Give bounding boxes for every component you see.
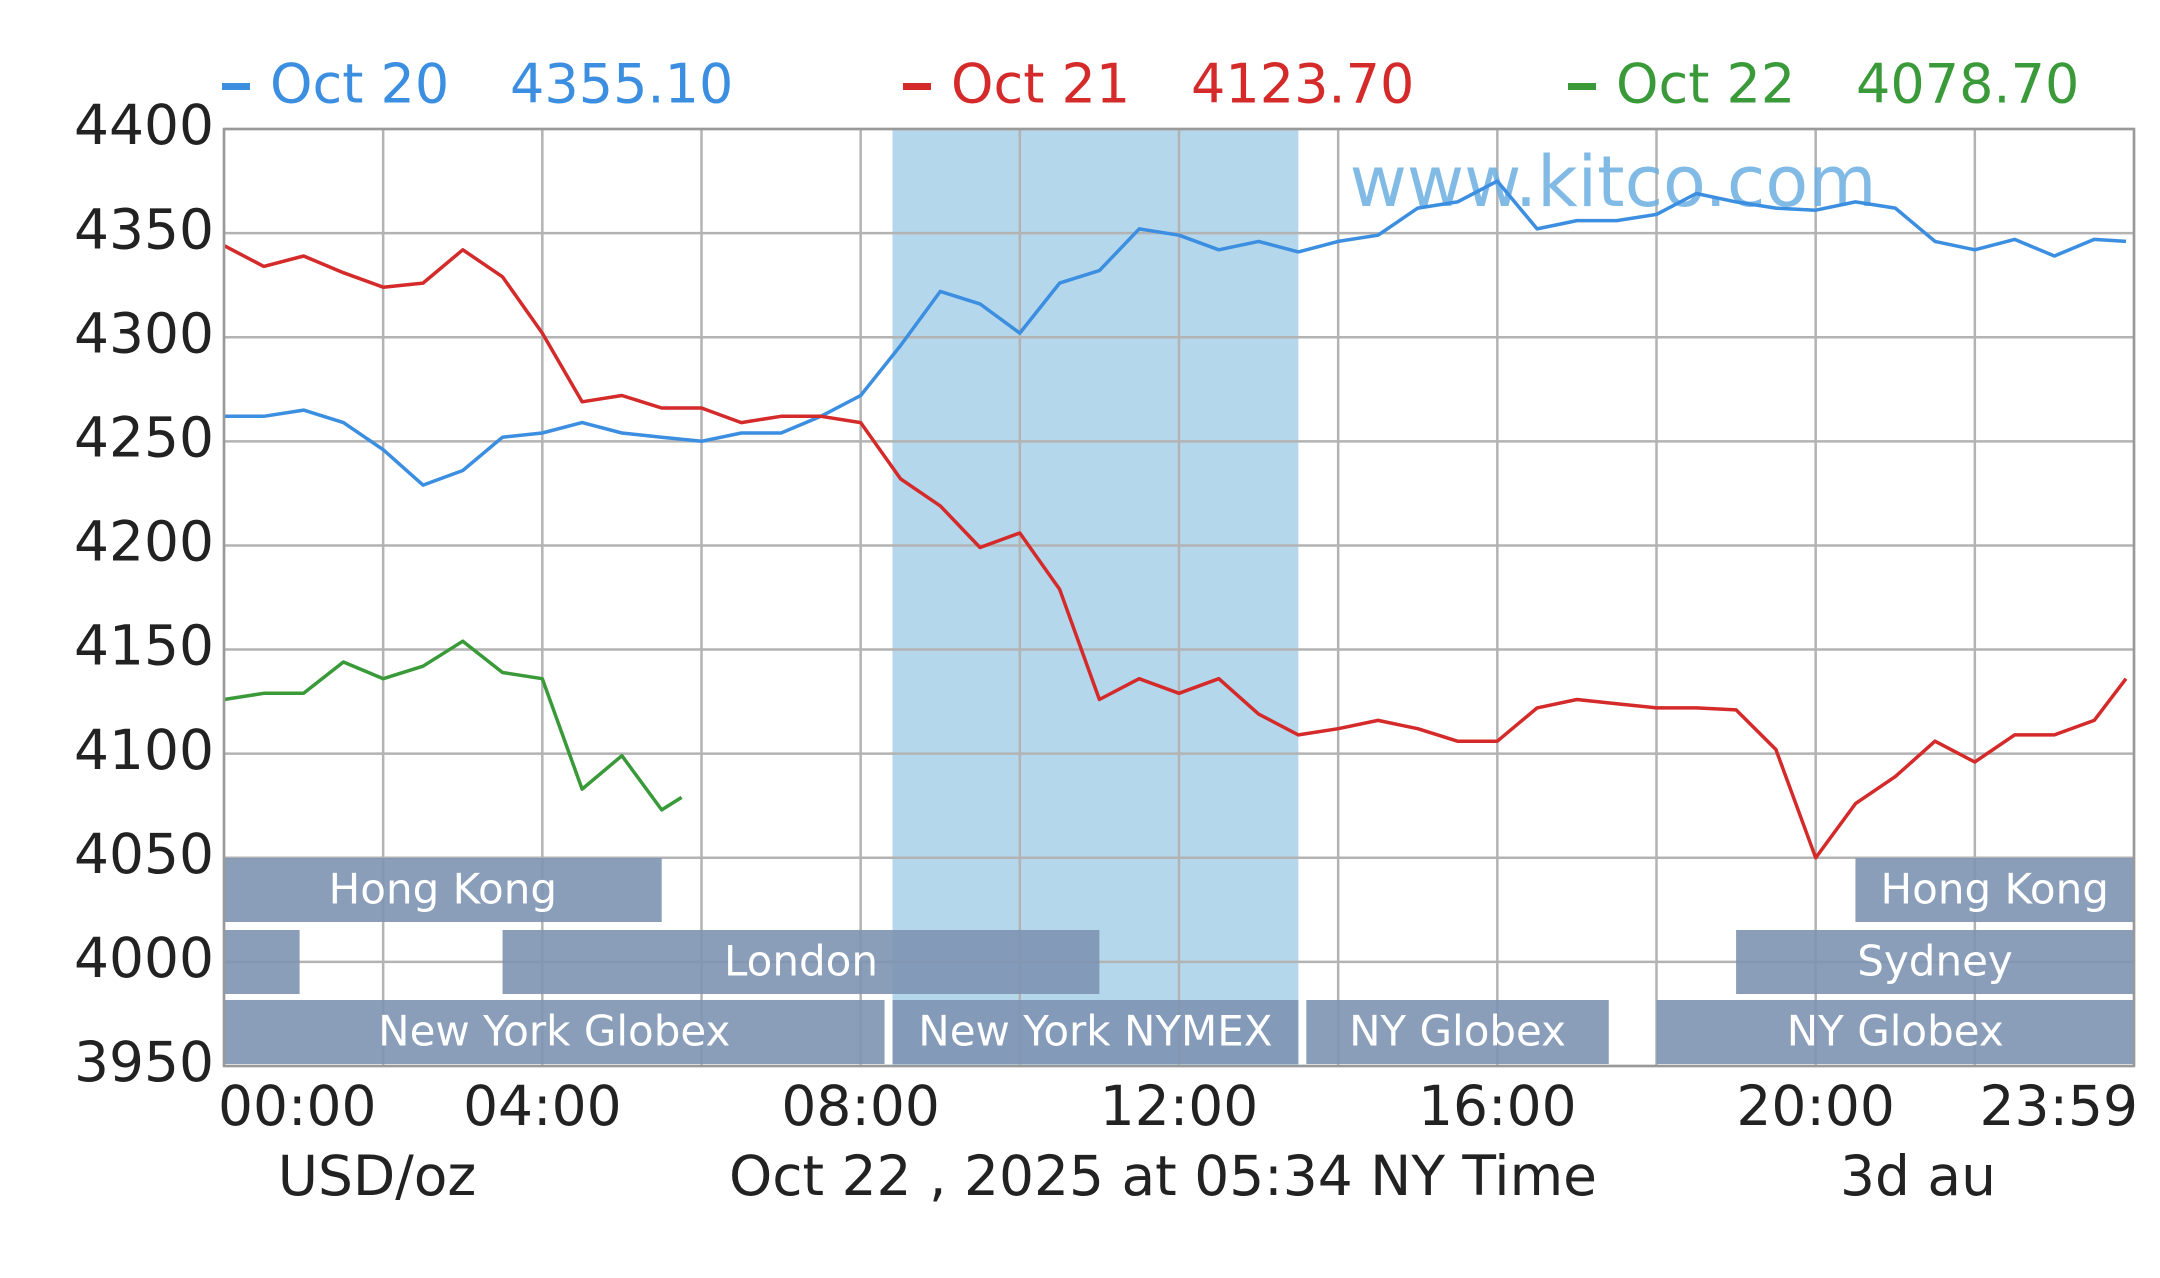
session-label: Hong Kong — [329, 865, 557, 914]
highlight-band — [892, 129, 1299, 1066]
session-bar — [1736, 930, 2134, 994]
y-tick-label: 4150 — [74, 614, 214, 678]
session-label: London — [724, 937, 878, 986]
y-tick-label: 4350 — [74, 197, 214, 261]
y-tick-label: 4000 — [74, 926, 214, 990]
legend-value: 4355.10 — [510, 53, 733, 116]
session-bar — [1656, 1000, 2134, 1064]
timestamp: Oct 22 , 2025 at 05:34 NY Time — [729, 1144, 1597, 1208]
legend-swatch — [903, 83, 931, 90]
series-line — [223, 639, 683, 812]
y-tick-label: 4050 — [74, 822, 214, 886]
x-tick-label: 23:59 — [1979, 1074, 2138, 1138]
unit-label: USD/oz — [278, 1144, 477, 1208]
legend-swatch — [222, 83, 250, 90]
x-tick-label: 04:00 — [463, 1074, 622, 1138]
session-bar — [892, 1000, 1299, 1064]
series-line — [224, 179, 2127, 487]
session-label: New York NYMEX — [918, 1007, 1272, 1056]
legend-value: 4123.70 — [1191, 53, 1414, 116]
legend-name: Oct 20 — [270, 53, 449, 116]
footer-note: 3d au — [1840, 1144, 1996, 1208]
legend-value: 4078.70 — [1856, 53, 2079, 116]
session-bar — [224, 930, 300, 994]
session-label: NY Globex — [1787, 1007, 2004, 1056]
session-bar — [1855, 858, 2134, 922]
series-line — [223, 244, 2128, 860]
session-label: NY Globex — [1349, 1007, 1566, 1056]
y-tick-label: 4250 — [74, 405, 214, 469]
legend-name: Oct 21 — [951, 53, 1130, 116]
y-tick-label: 3950 — [74, 1030, 214, 1094]
y-tick-label: 4400 — [74, 93, 214, 157]
session-label: Hong Kong — [1881, 865, 2109, 914]
session-bar — [224, 1000, 885, 1064]
x-tick-label: 12:00 — [1100, 1074, 1259, 1138]
x-tick-label: 08:00 — [781, 1074, 940, 1138]
session-label: Sydney — [1857, 937, 2013, 986]
session-label: New York Globex — [378, 1007, 730, 1056]
legend-swatch — [1568, 83, 1596, 90]
x-tick-label: 20:00 — [1736, 1074, 1895, 1138]
session-bar — [502, 930, 1100, 994]
legend-name: Oct 22 — [1616, 53, 1795, 116]
y-tick-label: 4200 — [74, 510, 214, 574]
x-tick-label: 16:00 — [1418, 1074, 1577, 1138]
session-bar — [1306, 1000, 1609, 1064]
plot-border — [222, 127, 2136, 1068]
session-bar — [224, 858, 662, 922]
y-tick-label: 4100 — [74, 718, 214, 782]
x-tick-label: 00:00 — [218, 1074, 377, 1138]
y-tick-label: 4300 — [74, 301, 214, 365]
